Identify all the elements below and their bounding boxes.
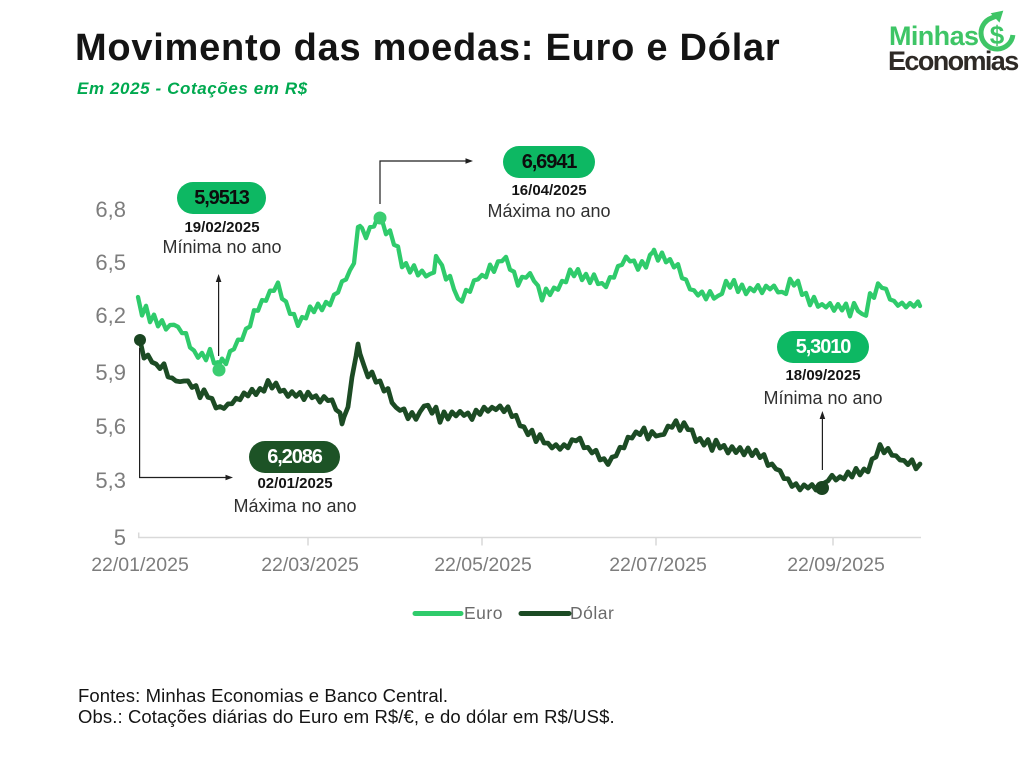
svg-text:22/03/2025: 22/03/2025 <box>261 554 359 576</box>
svg-text:22/05/2025: 22/05/2025 <box>434 554 532 576</box>
svg-text:6,5: 6,5 <box>95 250 126 275</box>
svg-text:5,3: 5,3 <box>95 468 126 493</box>
svg-text:5,9: 5,9 <box>95 360 126 385</box>
svg-text:6,2: 6,2 <box>95 303 126 328</box>
svg-text:5: 5 <box>114 525 126 550</box>
svg-text:$: $ <box>990 20 1005 50</box>
svg-text:22/01/2025: 22/01/2025 <box>91 554 189 576</box>
svg-text:6,8: 6,8 <box>95 197 126 222</box>
svg-text:22/07/2025: 22/07/2025 <box>609 554 707 576</box>
svg-text:5,6: 5,6 <box>95 414 126 439</box>
svg-text:22/09/2025: 22/09/2025 <box>787 554 885 576</box>
